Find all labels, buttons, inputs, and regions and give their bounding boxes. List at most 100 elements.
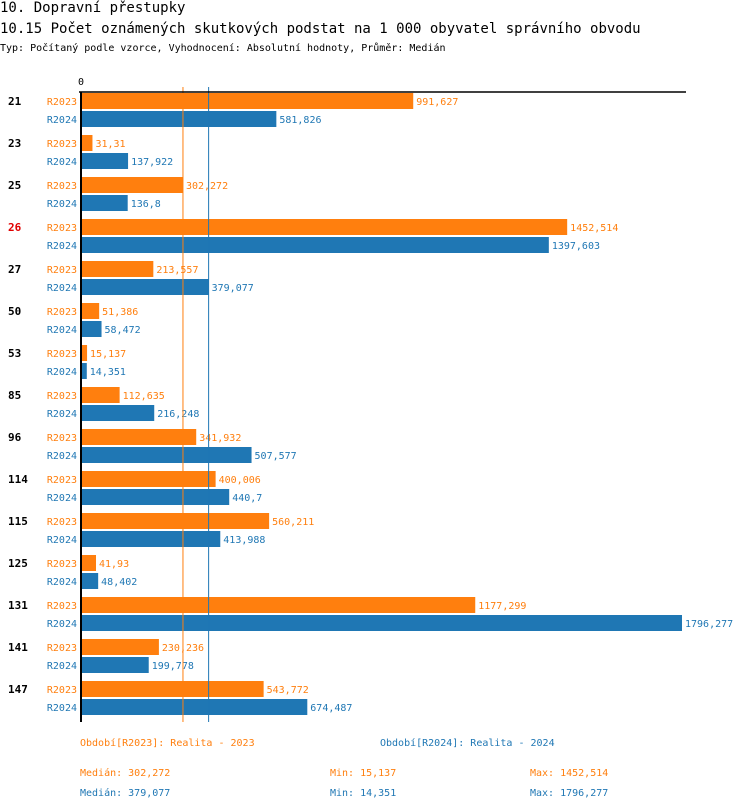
series-label-r2024: R2024 xyxy=(47,115,77,126)
data-label-r2023: 341,932 xyxy=(199,433,241,444)
series-label-r2023: R2023 xyxy=(47,433,77,444)
series-label-r2023: R2023 xyxy=(47,559,77,570)
bar-r2024 xyxy=(82,153,129,169)
bar-r2023 xyxy=(82,345,88,361)
bar-r2024 xyxy=(82,699,308,715)
category-label: 141 xyxy=(8,641,28,654)
data-label-r2024: 440,7 xyxy=(232,493,262,504)
series-label-r2023: R2023 xyxy=(47,517,77,528)
bar-r2024 xyxy=(82,279,209,295)
series-label-r2024: R2024 xyxy=(47,661,77,672)
data-label-r2024: 48,402 xyxy=(101,577,137,588)
bar-r2024 xyxy=(82,111,277,127)
data-label-r2023: 51,386 xyxy=(102,307,138,318)
series-label-r2023: R2023 xyxy=(47,601,77,612)
data-label-r2024: 379,077 xyxy=(212,283,254,294)
series-label-r2023: R2023 xyxy=(47,307,77,318)
bar-r2023 xyxy=(82,597,476,613)
series-label-r2024: R2024 xyxy=(47,577,77,588)
series-label-r2024: R2024 xyxy=(47,283,77,294)
bar-r2023 xyxy=(82,513,270,529)
min-r2024: Min: 14,351 xyxy=(330,788,397,799)
series-label-r2023: R2023 xyxy=(47,349,77,360)
bar-r2024 xyxy=(82,657,149,673)
series-label-r2024: R2024 xyxy=(47,367,77,378)
category-label: 25 xyxy=(8,179,21,192)
bar-r2023 xyxy=(82,303,100,319)
category-label: 147 xyxy=(8,683,28,696)
series-label-r2023: R2023 xyxy=(47,265,77,276)
data-label-r2023: 991,627 xyxy=(416,97,458,108)
bar-r2024 xyxy=(82,363,87,379)
series-label-r2023: R2023 xyxy=(47,643,77,654)
bar-r2023 xyxy=(82,429,197,445)
category-label: 85 xyxy=(8,389,21,402)
data-label-r2023: 1177,299 xyxy=(478,601,526,612)
bar-r2024 xyxy=(82,489,230,505)
bar-r2024 xyxy=(82,405,155,421)
bar-r2023 xyxy=(82,93,414,109)
data-label-r2024: 137,922 xyxy=(131,157,173,168)
series-label-r2024: R2024 xyxy=(47,703,77,714)
legend-r2023: Období[R2023]: Realita - 2023 xyxy=(80,738,255,749)
data-label-r2023: 560,211 xyxy=(272,517,314,528)
max-r2023: Max: 1452,514 xyxy=(530,768,609,779)
median-r2024: Medián: 379,077 xyxy=(80,788,171,799)
series-label-r2023: R2023 xyxy=(47,139,77,150)
category-label: 23 xyxy=(8,137,21,150)
series-label-r2024: R2024 xyxy=(47,451,77,462)
data-label-r2023: 15,137 xyxy=(90,349,126,360)
data-label-r2023: 112,635 xyxy=(123,391,165,402)
data-label-r2024: 199,778 xyxy=(152,661,194,672)
bar-r2023 xyxy=(82,261,154,277)
bar-r2024 xyxy=(82,531,221,547)
data-label-r2023: 1452,514 xyxy=(570,223,618,234)
series-label-r2024: R2024 xyxy=(47,241,77,252)
median-r2023: Medián: 302,272 xyxy=(80,768,171,779)
series-label-r2024: R2024 xyxy=(47,493,77,504)
category-label: 26 xyxy=(8,221,22,234)
bar-r2024 xyxy=(82,573,99,589)
min-r2023: Min: 15,137 xyxy=(330,768,397,779)
category-label: 50 xyxy=(8,305,21,318)
category-label: 114 xyxy=(8,473,28,486)
data-label-r2023: 213,557 xyxy=(156,265,198,276)
data-label-r2024: 1397,603 xyxy=(552,241,600,252)
category-label: 131 xyxy=(8,599,28,612)
category-label: 53 xyxy=(8,347,21,360)
category-label: 21 xyxy=(8,95,22,108)
series-label-r2023: R2023 xyxy=(47,475,77,486)
x-tick-label-0: 0 xyxy=(78,77,84,88)
bar-r2023 xyxy=(82,387,120,403)
data-label-r2024: 14,351 xyxy=(90,367,126,378)
category-label: 27 xyxy=(8,263,21,276)
data-label-r2024: 581,826 xyxy=(279,115,321,126)
category-label: 115 xyxy=(8,515,28,528)
series-label-r2023: R2023 xyxy=(47,685,77,696)
series-label-r2024: R2024 xyxy=(47,409,77,420)
bar-r2024 xyxy=(82,237,549,253)
section-heading: 10. Dopravní přestupky xyxy=(0,0,186,16)
legend-r2024: Období[R2024]: Realita - 2024 xyxy=(380,738,555,749)
bar-r2024 xyxy=(82,321,102,337)
data-label-r2024: 507,577 xyxy=(255,451,297,462)
series-label-r2023: R2023 xyxy=(47,391,77,402)
series-label-r2024: R2024 xyxy=(47,157,77,168)
bar-r2023 xyxy=(82,555,97,571)
data-label-r2023: 41,93 xyxy=(99,559,129,570)
data-label-r2024: 1796,277 xyxy=(685,619,733,630)
data-label-r2023: 543,772 xyxy=(267,685,309,696)
bar-r2023 xyxy=(82,135,93,151)
series-label-r2024: R2024 xyxy=(47,325,77,336)
max-r2024: Max: 1796,277 xyxy=(530,788,609,799)
bar-r2024 xyxy=(82,615,682,631)
series-label-r2023: R2023 xyxy=(47,223,77,234)
category-label: 96 xyxy=(8,431,22,444)
data-label-r2023: 31,31 xyxy=(95,139,125,150)
bar-r2024 xyxy=(82,195,128,211)
series-label-r2024: R2024 xyxy=(47,199,77,210)
bar-r2024 xyxy=(82,447,252,463)
data-label-r2024: 216,248 xyxy=(157,409,199,420)
data-label-r2024: 58,472 xyxy=(105,325,141,336)
